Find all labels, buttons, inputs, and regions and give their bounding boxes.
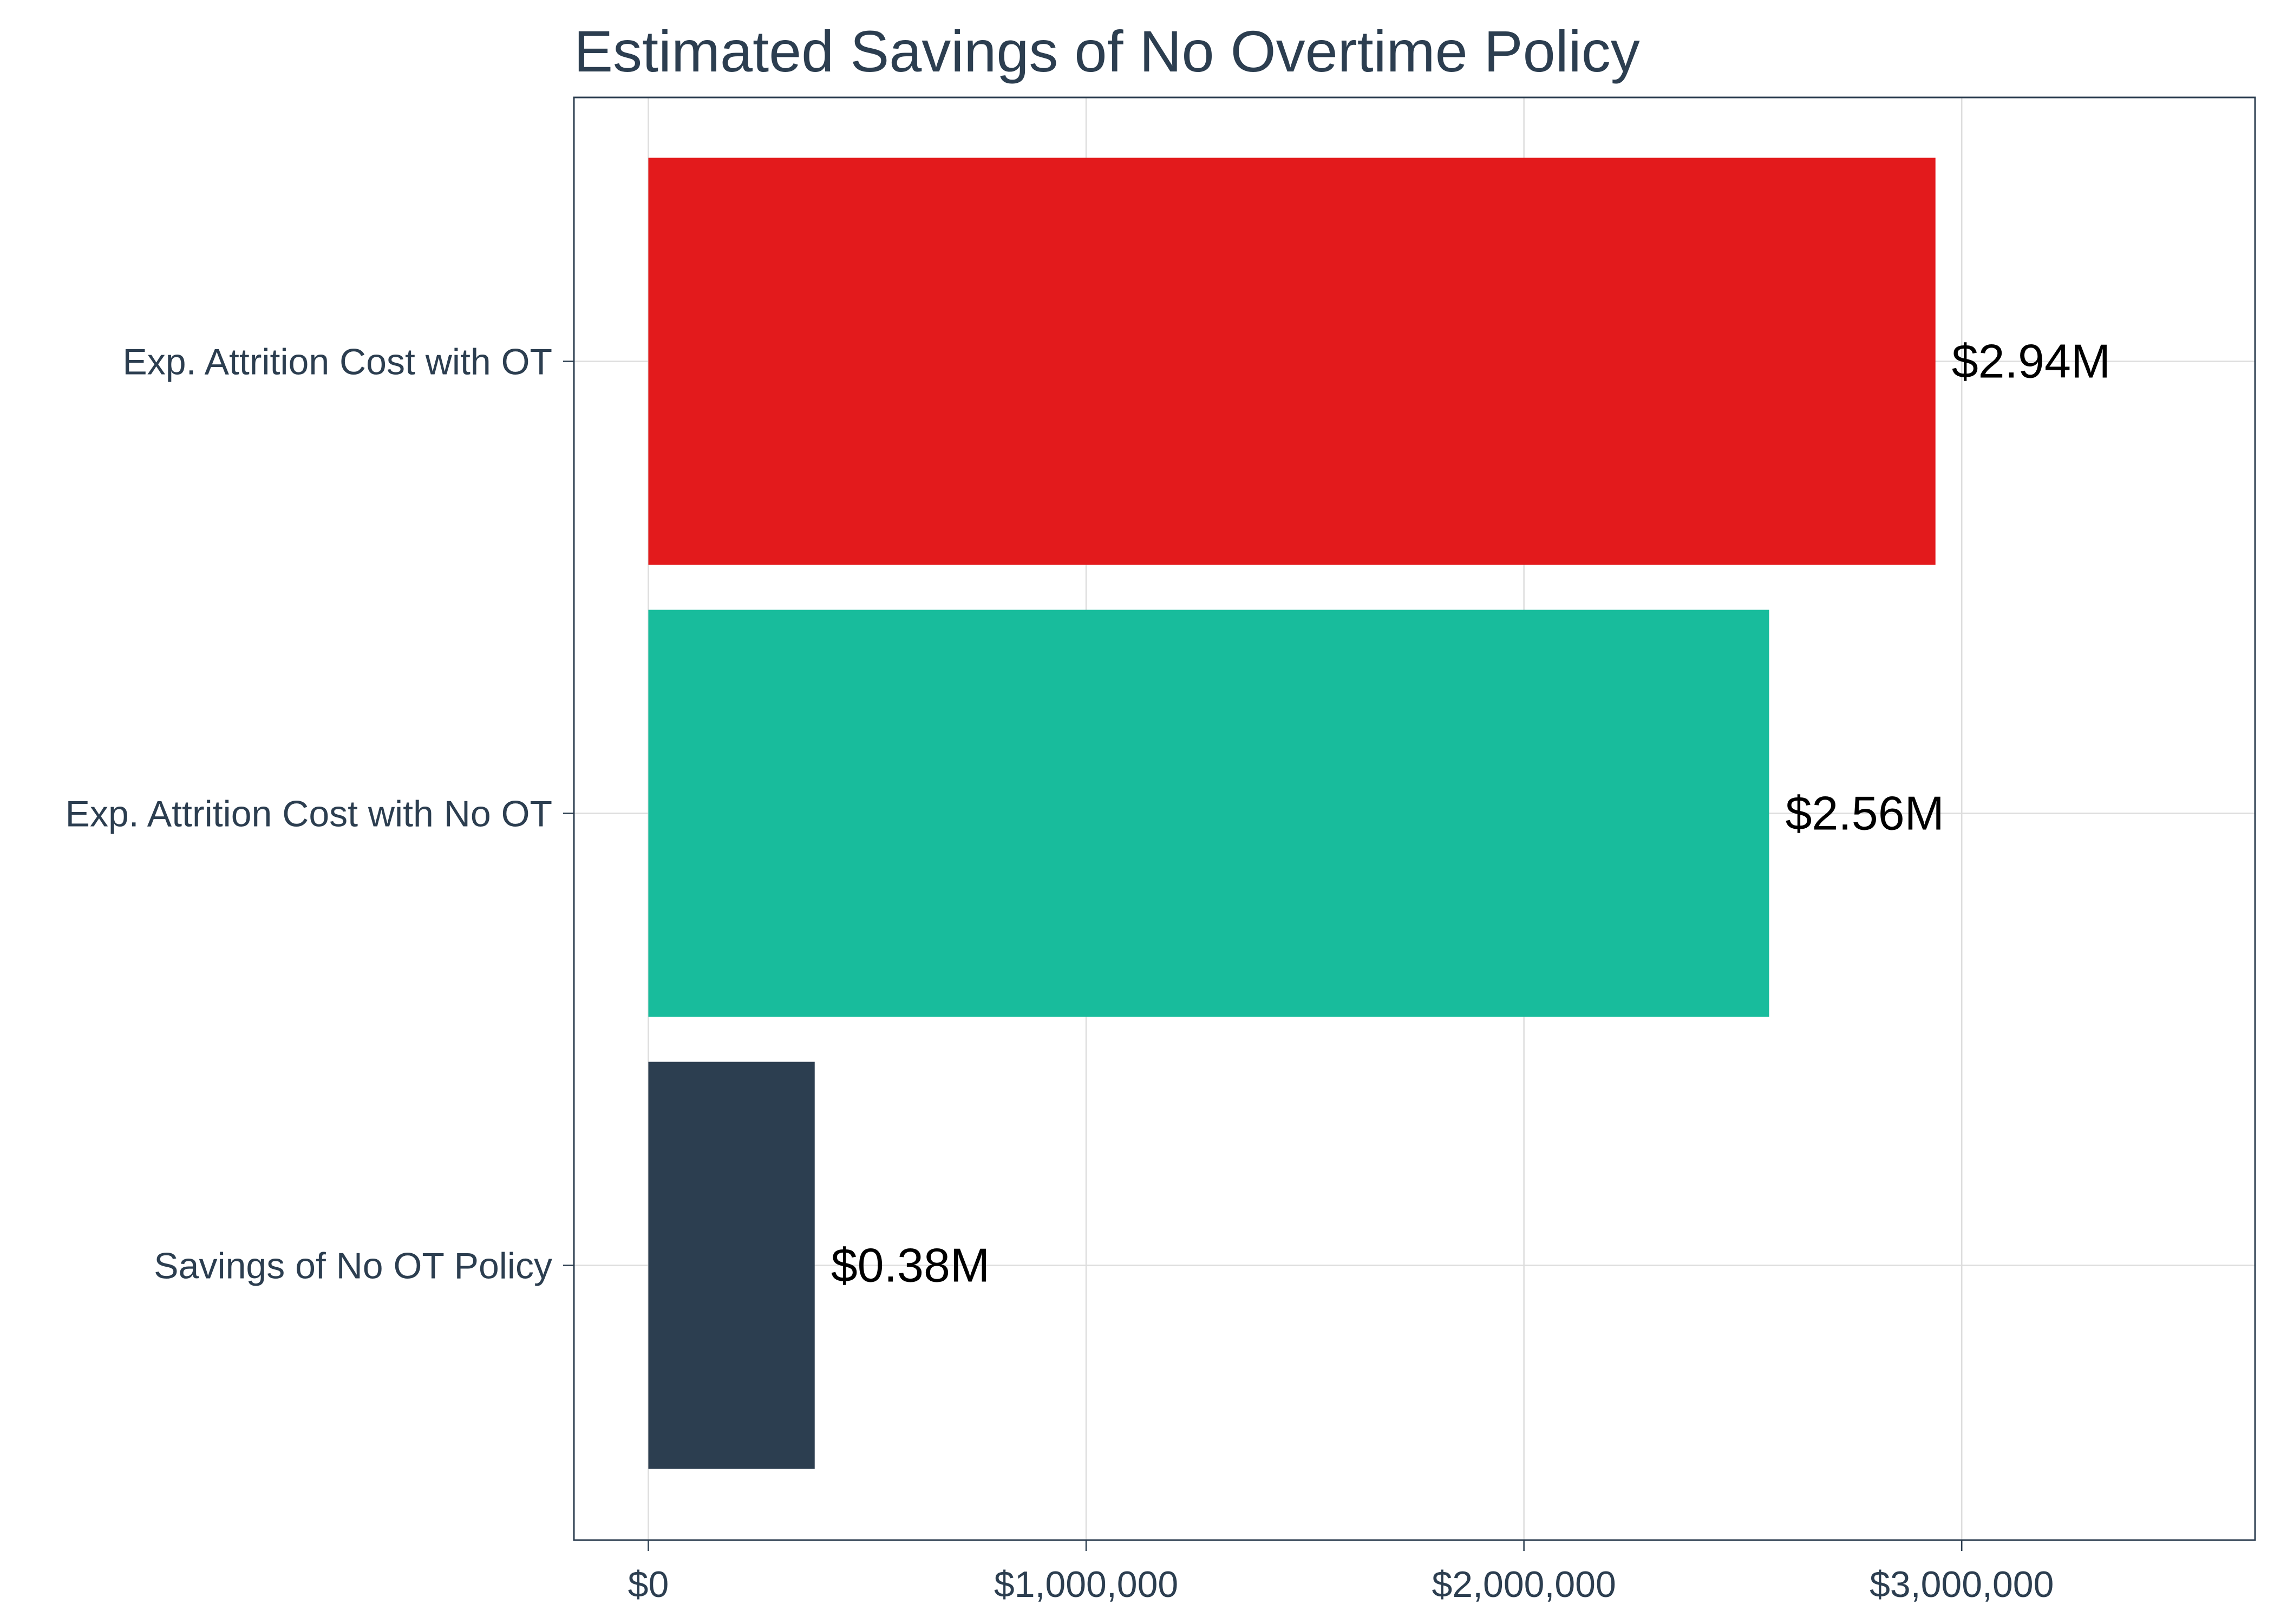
category-label: Savings of No OT Policy [154,1246,552,1287]
bar-value-label: $0.38M [831,1239,990,1292]
bar [648,158,1936,565]
bar-value-label: $2.56M [1785,787,1944,840]
x-tick-label: $0 [628,1564,669,1605]
category-label: Exp. Attrition Cost with No OT [66,794,552,835]
y-axis: Exp. Attrition Cost with OT Exp. Attritio… [66,342,574,1287]
chart-title: Estimated Savings of No Overtime Policy [574,18,1640,84]
bar-value-label: $2.94M [1952,335,2111,388]
plot-frame [573,96,2256,1541]
x-tick-label: $3,000,000 [1870,1564,2054,1605]
bar [648,610,1769,1017]
bars [648,158,1936,1469]
category-label: Exp. Attrition Cost with OT [122,342,552,383]
x-tick-label: $1,000,000 [994,1564,1178,1605]
bar [648,1062,815,1469]
x-axis: $0 $1,000,000 $2,000,000 $3,000,000 [628,1540,2054,1605]
data-labels: $2.94M $2.56M $0.38M [831,335,2111,1292]
x-tick-label: $2,000,000 [1432,1564,1616,1605]
